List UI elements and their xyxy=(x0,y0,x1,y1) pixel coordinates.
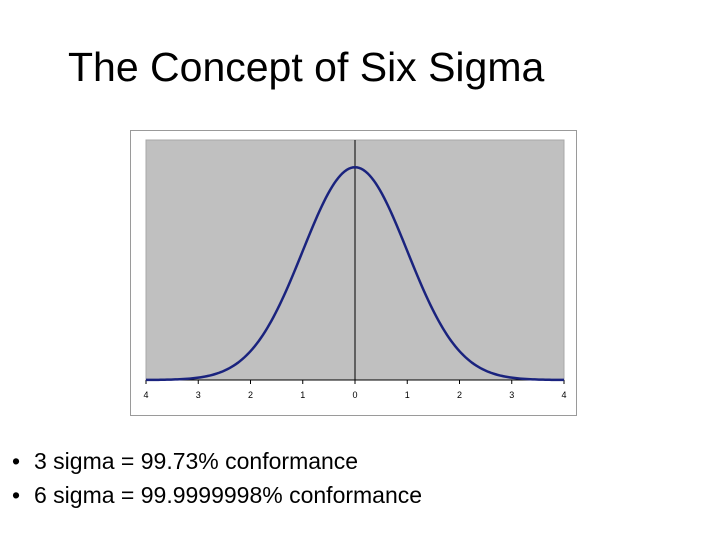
x-tick-label: 0 xyxy=(352,390,357,400)
x-tick-label: 2 xyxy=(248,390,253,400)
x-tick-label: 1 xyxy=(405,390,410,400)
bullet-marker: • xyxy=(12,482,21,508)
normal-curve-series xyxy=(145,165,565,382)
bullet-item-3-sigma: • 3 sigma = 99.73% conformance xyxy=(12,444,422,478)
x-tick-label: 3 xyxy=(196,390,201,400)
x-tick-label: 1 xyxy=(300,390,305,400)
bullet-text: 3 sigma = 99.73% conformance xyxy=(34,448,359,474)
bullet-text: 6 sigma = 99.9999998% conformance xyxy=(34,482,423,508)
bullet-item-6-sigma: • 6 sigma = 99.9999998% conformance xyxy=(12,478,422,512)
slide-title: The Concept of Six Sigma xyxy=(68,44,545,90)
x-tick-label: 2 xyxy=(457,390,462,400)
x-tick-label: 4 xyxy=(143,390,148,400)
normal-distribution-chart: 4 3 2 1 0 1 2 3 4 xyxy=(143,139,567,400)
chart-frame: 4 3 2 1 0 1 2 3 4 xyxy=(130,130,577,416)
bullet-marker: • xyxy=(12,448,21,474)
x-tick-label: 4 xyxy=(561,390,566,400)
bullet-list: • 3 sigma = 99.73% conformance • 6 sigma =… xyxy=(12,444,422,512)
x-axis-ticks: 4 3 2 1 0 1 2 3 4 xyxy=(143,380,567,400)
x-tick-label: 3 xyxy=(509,390,514,400)
